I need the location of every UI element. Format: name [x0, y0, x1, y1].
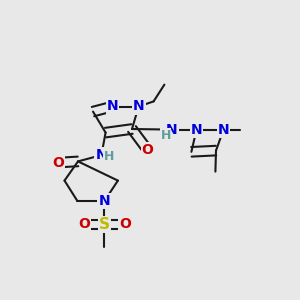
Text: O: O — [78, 218, 90, 231]
Text: S: S — [99, 217, 110, 232]
Text: N: N — [166, 123, 177, 136]
Text: N: N — [191, 123, 202, 136]
Text: N: N — [99, 194, 110, 208]
Text: O: O — [119, 218, 131, 231]
Text: H: H — [160, 128, 171, 142]
Text: N: N — [218, 123, 229, 136]
Text: N: N — [133, 100, 144, 113]
Text: O: O — [142, 143, 154, 157]
Text: N: N — [96, 148, 107, 162]
Text: N: N — [107, 100, 118, 113]
Text: O: O — [52, 156, 64, 170]
Text: H: H — [104, 150, 114, 163]
